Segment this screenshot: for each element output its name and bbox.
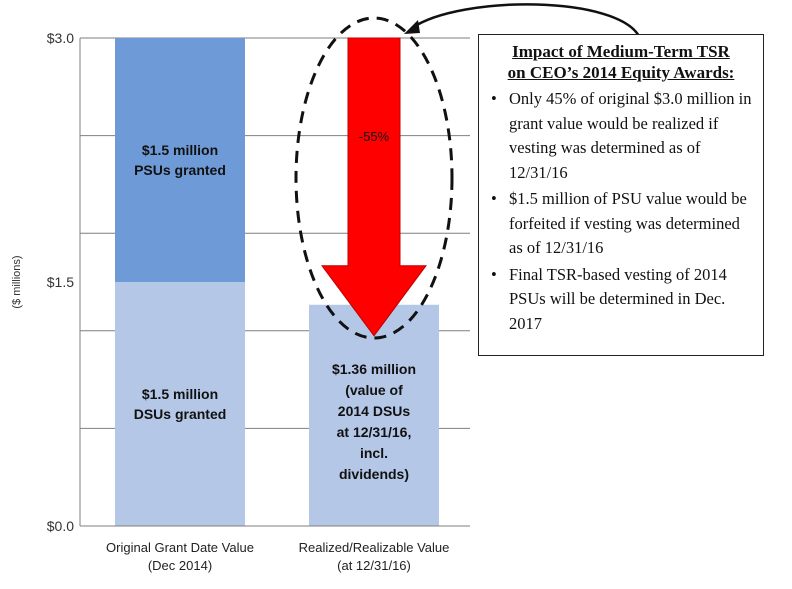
bar-data-label-line: dividends) xyxy=(339,466,409,482)
reduction-percent-label: -55% xyxy=(359,129,390,144)
x-tick-label: Realized/Realizable Value (at 12/31/16) xyxy=(299,540,450,573)
y-tick-label: $1.5 xyxy=(47,274,74,290)
x-tick-label: Original Grant Date Value (Dec 2014) xyxy=(106,540,254,573)
bar-data-label: $1.5 million DSUs granted xyxy=(134,386,227,422)
x-tick-label-line: Original Grant Date Value xyxy=(106,540,254,555)
dashed-highlight-ellipse xyxy=(294,16,454,340)
impact-title: Impact of Medium-Term TSR on CEO’s 2014 … xyxy=(487,41,755,83)
impact-bullet: Final TSR-based vesting of 2014 PSUs wil… xyxy=(487,263,755,337)
x-tick-label-line: (Dec 2014) xyxy=(148,558,212,573)
bar-data-label-line: $1.5 million xyxy=(142,386,218,402)
bar-data-label: $1.5 million PSUs granted xyxy=(134,142,226,178)
bar-data-label-line: (value of xyxy=(345,382,403,398)
y-axis-label: ($ millions) xyxy=(11,255,23,308)
bar-data-label-line: $1.5 million xyxy=(142,142,218,158)
y-tick-label: $3.0 xyxy=(47,30,74,46)
bar-labels: $1.5 million DSUs granted $1.5 million PSUs… xyxy=(106,142,449,573)
impact-title-line-2: on CEO’s 2014 Equity Awards: xyxy=(507,63,735,82)
reduction-annotation: -55% xyxy=(294,3,642,340)
x-tick-label-line: (at 12/31/16) xyxy=(337,558,411,573)
bars xyxy=(115,38,439,526)
bar-data-label-line: $1.36 million xyxy=(332,361,416,377)
bar-data-label-line: 2014 DSUs xyxy=(338,403,411,419)
bar-data-label: $1.36 million (value of 2014 DSUs at 12/31/… xyxy=(332,361,416,482)
bar-data-label-line: at 12/31/16, xyxy=(337,424,412,440)
x-tick-label-line: Realized/Realizable Value xyxy=(299,540,450,555)
impact-bullet: Only 45% of original $3.0 million in gra… xyxy=(487,87,755,185)
bar-segment-dsus xyxy=(309,304,439,526)
impact-title-line-1: Impact of Medium-Term TSR xyxy=(512,42,730,61)
axes: $0.0 $1.5 $3.0 ($ millions) xyxy=(11,30,470,534)
impact-bullet: $1.5 million of PSU value would be forfe… xyxy=(487,187,755,261)
impact-callout-box: Impact of Medium-Term TSR on CEO’s 2014 … xyxy=(478,34,764,356)
bar-data-label-line: PSUs granted xyxy=(134,162,226,178)
callout-connector xyxy=(411,3,642,39)
reduction-arrow xyxy=(321,37,427,337)
callout-arrowhead xyxy=(404,20,420,34)
bar-segment-psus xyxy=(115,38,245,282)
bar-data-label-line: incl. xyxy=(360,445,388,461)
y-tick-label: $0.0 xyxy=(47,518,74,534)
bar-data-label-line: DSUs granted xyxy=(134,406,227,422)
impact-bullet-list: Only 45% of original $3.0 million in gra… xyxy=(487,87,755,336)
bar-segment-dsus xyxy=(115,282,245,526)
